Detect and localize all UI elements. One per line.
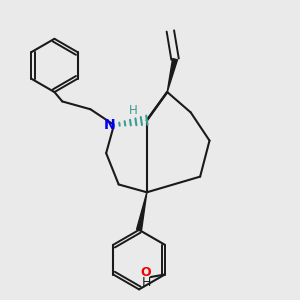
Polygon shape xyxy=(136,192,147,230)
Text: H: H xyxy=(141,276,151,289)
Text: O: O xyxy=(141,266,151,279)
Text: N: N xyxy=(104,118,116,132)
Text: H: H xyxy=(128,104,137,117)
Polygon shape xyxy=(167,58,178,92)
